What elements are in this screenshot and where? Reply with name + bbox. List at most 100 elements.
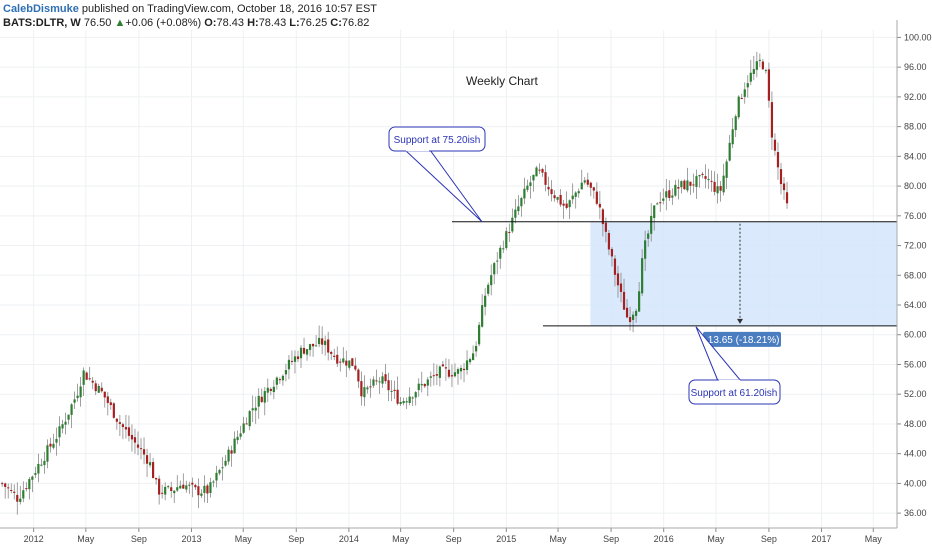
candle-body bbox=[305, 349, 309, 355]
candle-body bbox=[88, 378, 91, 380]
candle-body bbox=[417, 383, 420, 391]
candle-body bbox=[475, 345, 478, 352]
author-link[interactable]: CalebDismuke bbox=[3, 3, 79, 15]
x-tick-label: May bbox=[865, 534, 883, 544]
candle-body bbox=[61, 424, 64, 429]
candle-body bbox=[118, 422, 121, 424]
candle-body bbox=[155, 477, 158, 480]
candle-body bbox=[399, 402, 402, 405]
candle-body bbox=[40, 464, 43, 466]
candle-body bbox=[743, 89, 746, 97]
candle-body bbox=[194, 484, 197, 488]
candle-body bbox=[728, 142, 731, 161]
candle-body bbox=[740, 98, 743, 100]
x-tick-label: Sep bbox=[761, 534, 777, 544]
candle-body bbox=[758, 59, 761, 61]
candle-body bbox=[665, 191, 668, 198]
candle-body bbox=[260, 396, 263, 403]
candle-body bbox=[76, 395, 79, 399]
y-tick-label: 40.00 bbox=[904, 478, 927, 488]
candle-body bbox=[683, 180, 686, 190]
candle-body bbox=[167, 486, 170, 488]
axes: 36.00 40.00 44.00 48.00 52.00 56.00 60.00 64.00… bbox=[0, 20, 932, 544]
candle-body bbox=[393, 389, 396, 392]
candle-body bbox=[468, 359, 472, 363]
candle-body bbox=[275, 377, 278, 385]
candle-body bbox=[704, 176, 707, 179]
open-label: O: bbox=[204, 17, 217, 29]
candle-body bbox=[456, 369, 460, 374]
candle-body bbox=[257, 395, 260, 407]
candle-body bbox=[785, 192, 789, 204]
candle-body bbox=[465, 360, 469, 370]
close-label: C: bbox=[330, 17, 342, 29]
y-tick-label: 100.00 bbox=[904, 32, 932, 42]
candle-body bbox=[4, 483, 7, 487]
candle-body bbox=[438, 366, 441, 378]
candle-body bbox=[52, 443, 55, 448]
candle-body bbox=[565, 203, 568, 208]
candle-body bbox=[124, 427, 128, 430]
candle-body bbox=[73, 399, 76, 403]
candle-body bbox=[330, 351, 333, 354]
candle-body bbox=[719, 186, 722, 191]
upper-callout-text: Support at 75.20ish bbox=[394, 135, 481, 146]
candle-body bbox=[345, 360, 348, 366]
candle-body bbox=[179, 485, 182, 489]
candle-body bbox=[245, 423, 248, 425]
candle-body bbox=[622, 291, 626, 310]
candle-body bbox=[450, 375, 454, 377]
candle-body bbox=[508, 232, 511, 234]
candle-body bbox=[130, 434, 134, 440]
candle-body bbox=[109, 402, 112, 406]
candle-body bbox=[707, 179, 710, 181]
candle-body bbox=[133, 437, 137, 443]
candle-body bbox=[46, 445, 49, 462]
candle-body bbox=[1, 483, 4, 485]
candle-body bbox=[324, 340, 327, 346]
change-label-text: -13.65 (-18.21%) bbox=[704, 335, 779, 346]
candle-body bbox=[351, 358, 354, 366]
candle-body bbox=[188, 484, 191, 486]
candle-body bbox=[447, 369, 451, 377]
candle-body bbox=[185, 485, 188, 490]
candle-body bbox=[692, 184, 695, 186]
y-tick-label: 92.00 bbox=[904, 92, 927, 102]
candle-body bbox=[677, 187, 680, 189]
y-tick-label: 96.00 bbox=[904, 62, 927, 72]
candle-body bbox=[315, 345, 318, 347]
x-tick-label: May bbox=[550, 534, 568, 544]
candle-body bbox=[459, 367, 463, 372]
candle-body bbox=[589, 182, 592, 188]
candle-body bbox=[112, 403, 115, 418]
candle-body bbox=[432, 375, 435, 377]
publish-line: CalebDismuke published on TradingView.co… bbox=[3, 2, 377, 16]
candle-body bbox=[653, 205, 656, 219]
change-value: +0.06 (+0.08%) bbox=[125, 17, 202, 29]
candle-body bbox=[577, 191, 580, 194]
candle-body bbox=[369, 386, 372, 388]
candle-body bbox=[595, 191, 598, 204]
candle-body bbox=[737, 96, 740, 118]
candle-body bbox=[396, 389, 399, 404]
candle-body bbox=[520, 198, 523, 207]
x-tick-label: 2016 bbox=[654, 534, 674, 544]
candle-body bbox=[281, 375, 284, 381]
candle-body bbox=[487, 284, 490, 294]
candle-body bbox=[375, 380, 378, 382]
candle-body bbox=[420, 383, 423, 386]
candle-body bbox=[535, 167, 538, 177]
candle-body bbox=[701, 173, 704, 176]
candle-body bbox=[242, 423, 245, 433]
candle-body bbox=[251, 408, 254, 411]
x-tick-label: 2015 bbox=[496, 534, 516, 544]
candle-body bbox=[100, 387, 103, 392]
candle-body bbox=[619, 283, 623, 292]
candle-body bbox=[318, 337, 321, 345]
candle-body bbox=[173, 490, 176, 494]
candle-body bbox=[601, 209, 604, 225]
candle-body bbox=[296, 356, 300, 360]
candle-body bbox=[342, 358, 345, 363]
candle-body bbox=[254, 407, 257, 411]
